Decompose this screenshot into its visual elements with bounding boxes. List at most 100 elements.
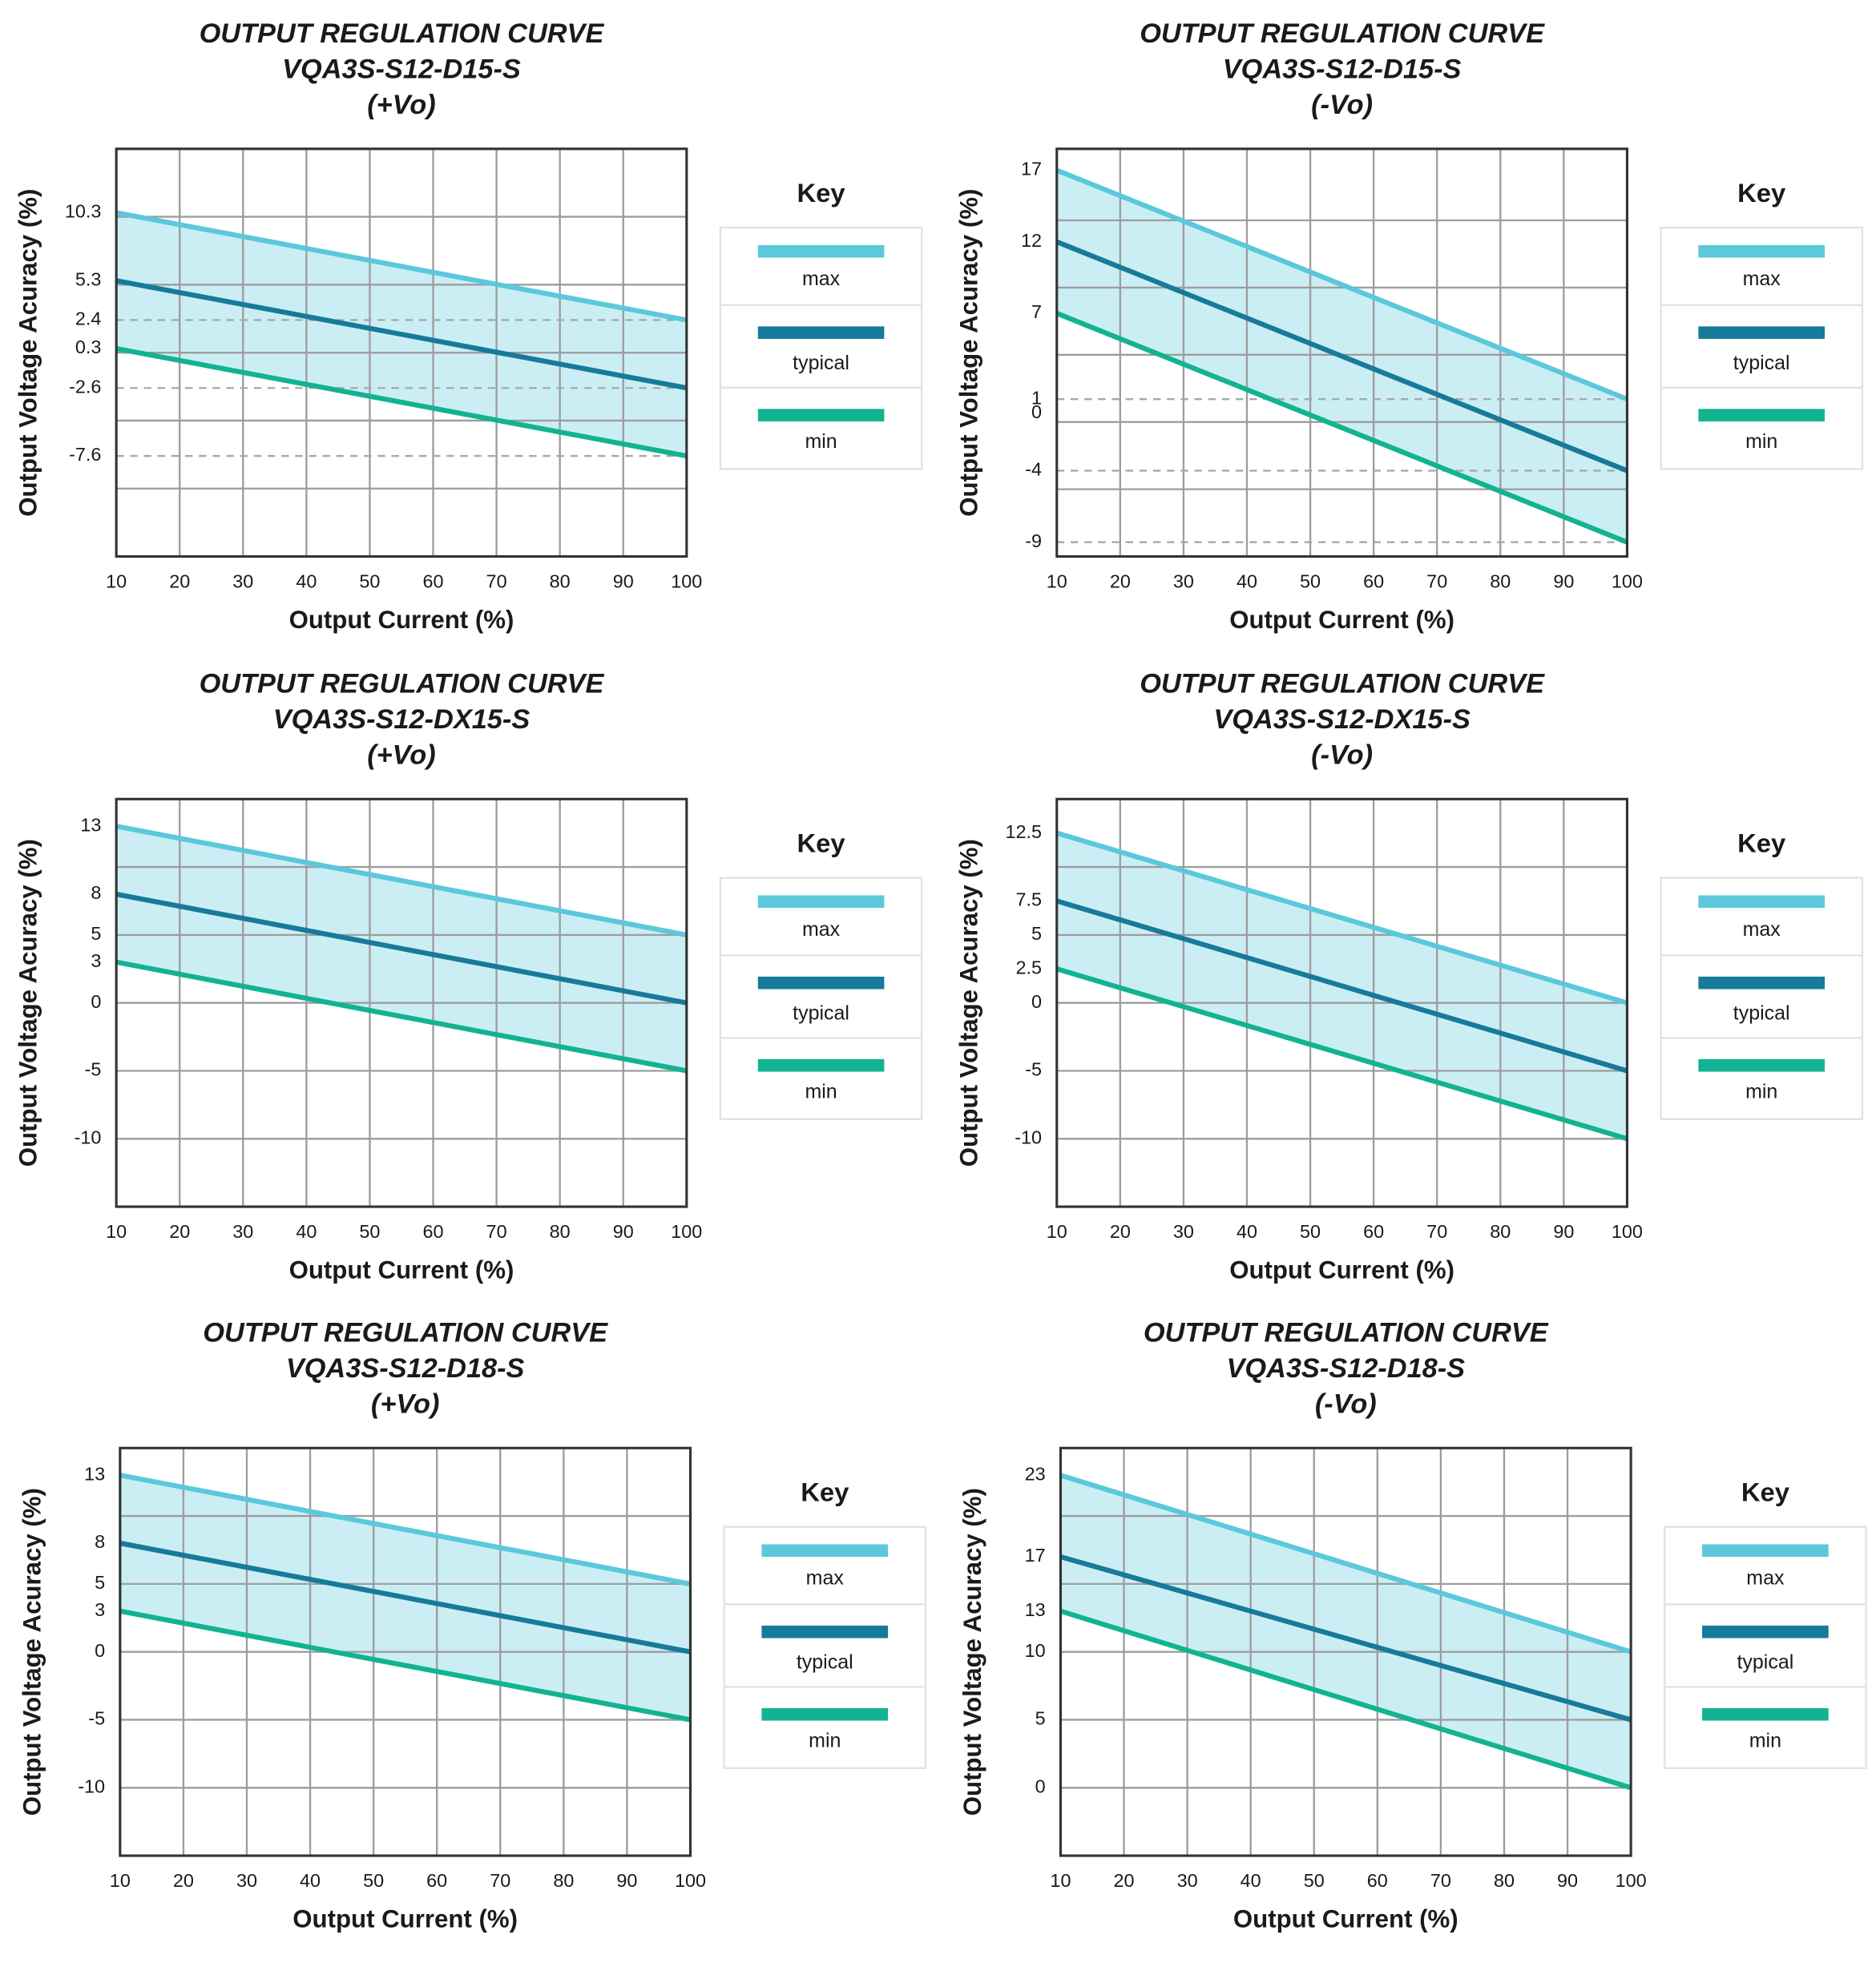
legend-label: max bbox=[1743, 268, 1781, 290]
y-tick-label: -10 bbox=[78, 1776, 105, 1796]
y-axis-label: Output Voltage Acuracy (%) bbox=[18, 1488, 46, 1816]
plot-frame bbox=[119, 1446, 692, 1857]
legend-label: min bbox=[805, 430, 837, 453]
y-tick-label: 3 bbox=[95, 1599, 105, 1620]
y-tick-label: 0 bbox=[95, 1640, 105, 1661]
x-tick-label: 70 bbox=[1430, 1870, 1451, 1891]
series-line bbox=[115, 891, 688, 1006]
series-line bbox=[1055, 898, 1628, 1074]
x-tick-label: 20 bbox=[1110, 1221, 1131, 1242]
legend-swatch bbox=[757, 895, 885, 909]
y-tick-label: 0 bbox=[1031, 991, 1042, 1012]
x-tick-label: 80 bbox=[550, 570, 571, 591]
x-tick-label: 70 bbox=[486, 1221, 507, 1242]
x-tick-label: 100 bbox=[1612, 1221, 1643, 1242]
x-tick-label: 80 bbox=[553, 1870, 574, 1891]
legend-title: Key bbox=[801, 1477, 849, 1507]
x-tick-label: 40 bbox=[1237, 1221, 1257, 1242]
x-tick-label: 100 bbox=[671, 570, 702, 591]
y-tick-label: -4 bbox=[1025, 459, 1042, 480]
legend-box bbox=[719, 226, 923, 470]
legend-label: max bbox=[1746, 1567, 1785, 1590]
x-tick-label: 60 bbox=[422, 1221, 443, 1242]
x-tick-label: 30 bbox=[1173, 1221, 1194, 1242]
legend-label: min bbox=[1749, 1730, 1781, 1752]
y-tick-label: 10.3 bbox=[65, 201, 102, 222]
y-tick-label: 7.5 bbox=[1015, 889, 1042, 910]
legend-swatch bbox=[1702, 1625, 1829, 1638]
y-tick-label: -5 bbox=[85, 1059, 102, 1080]
legend-title: Key bbox=[797, 828, 846, 858]
x-tick-label: 30 bbox=[232, 1221, 253, 1242]
y-tick-label: 5.3 bbox=[75, 268, 102, 289]
legend-box bbox=[723, 1526, 927, 1769]
series-line bbox=[1059, 1608, 1632, 1791]
x-tick-label: 50 bbox=[359, 570, 380, 591]
legend-box bbox=[1660, 226, 1864, 470]
y-tick-label: 5 bbox=[91, 923, 101, 944]
x-tick-label: 40 bbox=[1241, 1870, 1261, 1891]
y-tick-label: 1 bbox=[1031, 387, 1042, 408]
y-tick-label: 7 bbox=[1031, 301, 1042, 322]
y-tick-label: -10 bbox=[1015, 1127, 1042, 1147]
chart-title: OUTPUT REGULATION CURVE bbox=[200, 18, 605, 49]
legend-swatch bbox=[1698, 895, 1826, 909]
x-tick-label: 20 bbox=[1113, 1870, 1134, 1891]
legend-box bbox=[1660, 877, 1864, 1121]
y-axis-label: Output Voltage Acuracy (%) bbox=[14, 189, 42, 517]
x-tick-label: 50 bbox=[1300, 1221, 1321, 1242]
x-tick-label: 10 bbox=[1047, 570, 1067, 591]
y-tick-label: -9 bbox=[1025, 530, 1042, 551]
x-tick-label: 60 bbox=[422, 570, 443, 591]
x-tick-label: 10 bbox=[106, 1221, 127, 1242]
x-tick-label: 10 bbox=[1047, 1221, 1067, 1242]
y-tick-label: 8 bbox=[95, 1531, 105, 1552]
y-axis-label: Output Voltage Acuracy (%) bbox=[954, 839, 982, 1167]
series-line bbox=[1059, 1473, 1632, 1655]
y-tick-label: 2.5 bbox=[1015, 957, 1042, 977]
legend-label: min bbox=[1745, 1081, 1777, 1103]
y-tick-label: 23 bbox=[1025, 1463, 1046, 1484]
y-tick-label: -5 bbox=[1025, 1059, 1042, 1080]
y-tick-label: 2.4 bbox=[75, 308, 102, 329]
series-line bbox=[1055, 966, 1628, 1142]
x-axis-label: Output Current (%) bbox=[1229, 1256, 1454, 1284]
legend-label: min bbox=[805, 1081, 837, 1103]
x-tick-label: 20 bbox=[169, 1221, 190, 1242]
y-tick-label: 0 bbox=[1035, 1776, 1046, 1796]
x-tick-label: 90 bbox=[613, 1221, 634, 1242]
legend-swatch bbox=[757, 326, 885, 339]
x-tick-label: 10 bbox=[110, 1870, 131, 1891]
x-tick-label: 90 bbox=[1557, 1870, 1578, 1891]
legend-swatch bbox=[1702, 1544, 1829, 1558]
series-line bbox=[115, 210, 688, 323]
chart-title: VQA3S-S12-DX15-S bbox=[273, 704, 531, 735]
legend-swatch bbox=[761, 1625, 889, 1638]
plot-frame bbox=[1055, 147, 1628, 558]
x-tick-label: 100 bbox=[1612, 570, 1643, 591]
series-line bbox=[119, 1540, 692, 1655]
series-line bbox=[115, 959, 688, 1074]
x-tick-label: 30 bbox=[236, 1870, 257, 1891]
plot-frame bbox=[115, 797, 688, 1208]
chart-title: (-Vo) bbox=[1311, 90, 1373, 120]
legend-swatch bbox=[1698, 1058, 1826, 1072]
legend-label: min bbox=[1745, 430, 1777, 453]
y-tick-label: 8 bbox=[91, 882, 101, 903]
plot-frame bbox=[1055, 797, 1628, 1208]
y-tick-label: 5 bbox=[95, 1572, 105, 1593]
legend-label: typical bbox=[1733, 352, 1790, 374]
y-tick-label: 0.3 bbox=[75, 337, 102, 357]
chart-title: (-Vo) bbox=[1315, 1389, 1377, 1419]
x-tick-label: 90 bbox=[616, 1870, 637, 1891]
legend-title: Key bbox=[1737, 178, 1786, 208]
chart-title: OUTPUT REGULATION CURVE bbox=[203, 1317, 608, 1348]
range-band bbox=[1060, 1475, 1632, 1788]
y-axis-label: Output Voltage Acuracy (%) bbox=[14, 839, 42, 1167]
y-axis-label: Output Voltage Acuracy (%) bbox=[958, 1488, 986, 1816]
x-tick-label: 80 bbox=[1490, 570, 1511, 591]
y-tick-label: 13 bbox=[80, 814, 101, 835]
series-line bbox=[1055, 830, 1628, 1006]
legend-label: typical bbox=[1733, 1002, 1790, 1024]
x-tick-label: 50 bbox=[363, 1870, 384, 1891]
